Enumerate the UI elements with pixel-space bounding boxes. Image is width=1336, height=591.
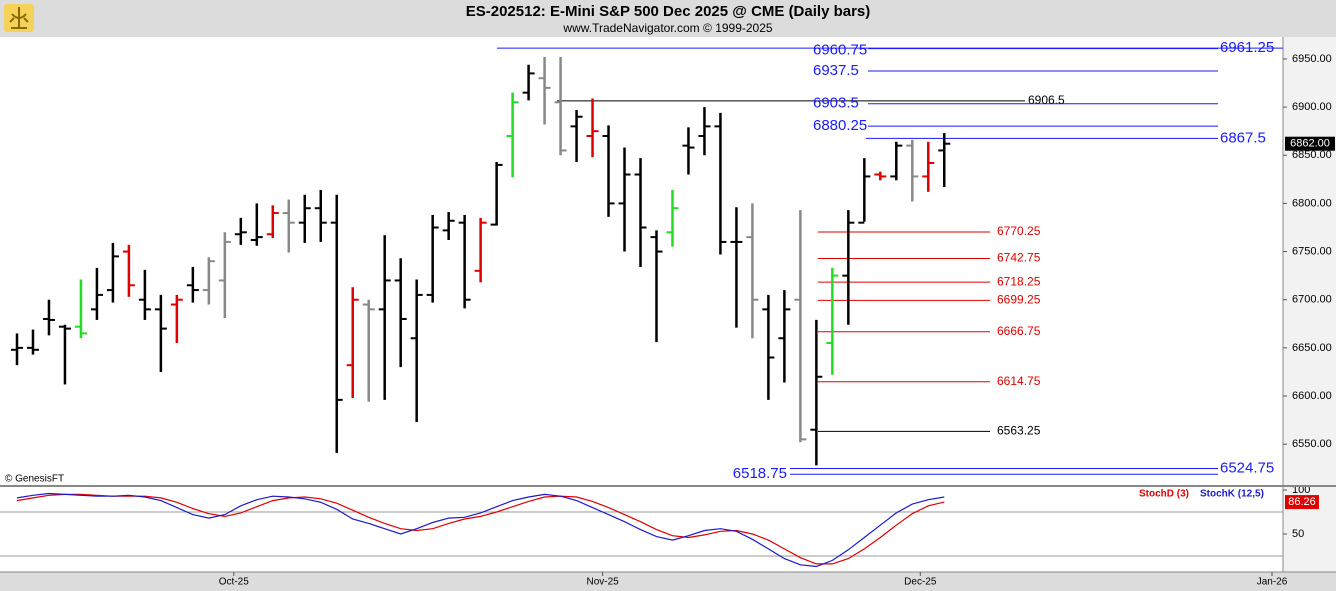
y-tick-label: 6900.00 <box>1292 101 1332 113</box>
indicator-line <box>16 493 945 565</box>
level-label: 6718.25 <box>997 274 1041 288</box>
indicator-readout: 86.26 <box>1288 496 1316 508</box>
chart-title: ES-202512: E-Mini S&P 500 Dec 2025 @ CME… <box>466 3 871 20</box>
watermark: © GenesisFT <box>5 474 64 485</box>
level-label: 6699.25 <box>997 293 1041 307</box>
level-label: 6867.5 <box>1220 129 1266 146</box>
level-label: 6524.75 <box>1220 459 1274 476</box>
level-label: 6742.75 <box>997 251 1041 265</box>
level-label: 6666.75 <box>997 324 1041 338</box>
y-tick-label: 6700.00 <box>1292 294 1332 306</box>
level-label: 6937.5 <box>813 62 859 79</box>
level-label: 6563.25 <box>997 424 1041 438</box>
indicator-line <box>16 492 945 568</box>
level-label: 6903.5 <box>813 95 859 112</box>
indicator-readout-box <box>1285 495 1319 510</box>
x-tick-label: Dec-25 <box>904 577 937 588</box>
price-readout: 6862.00 <box>1290 138 1330 150</box>
x-tick-label: Jan-26 <box>1257 577 1288 588</box>
price-readout-box <box>1285 136 1335 151</box>
y-tick-label: 6600.00 <box>1292 390 1332 402</box>
y-tick-label: 6950.00 <box>1292 53 1332 65</box>
y-tick-label: 6850.00 <box>1292 149 1332 161</box>
chart-subtitle: www.TradeNavigator.com © 1999-2025 <box>562 21 772 35</box>
indicator-tick-label: 100 <box>1292 484 1310 496</box>
y-tick-label: 6550.00 <box>1292 438 1332 450</box>
indicator-tick-label: 50 <box>1292 528 1304 540</box>
y-tick-label: 6750.00 <box>1292 245 1332 257</box>
level-label: 6906.5 <box>1028 93 1065 107</box>
x-tick-label: Oct-25 <box>219 577 249 588</box>
y-tick-label: 6800.00 <box>1292 197 1332 209</box>
legend-entry: StochK (12,5) <box>1200 489 1264 500</box>
level-label: 6961.25 <box>1220 39 1274 56</box>
legend-entry: StochD (3) <box>1139 489 1189 500</box>
level-label: 6960.75 <box>813 42 867 59</box>
logo <box>4 4 34 32</box>
level-label: 6770.25 <box>997 224 1041 238</box>
y-tick-label: 6650.00 <box>1292 342 1332 354</box>
right-axis <box>1283 37 1336 572</box>
level-label: 6518.75 <box>733 465 787 482</box>
level-label: 6880.25 <box>813 117 867 134</box>
x-tick-label: Nov-25 <box>586 577 619 588</box>
level-label: 6614.75 <box>997 374 1041 388</box>
